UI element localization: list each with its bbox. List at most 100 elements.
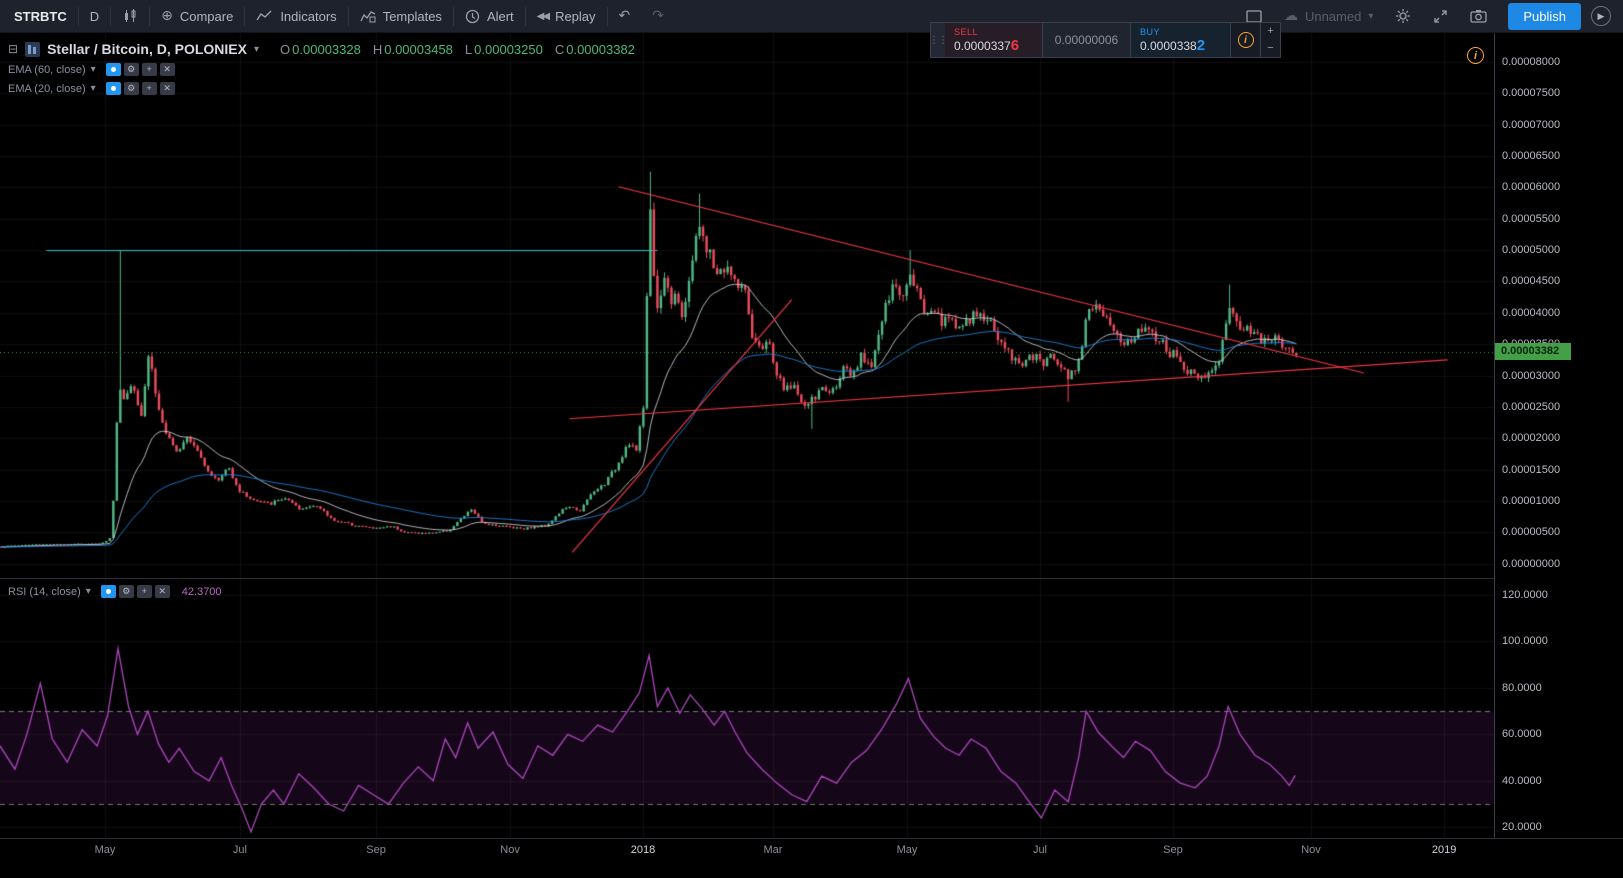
high-value: 0.00003458	[384, 41, 453, 57]
buy-price: 0.0000338	[1140, 38, 1197, 53]
price-axis-label: 0.00005000	[1502, 244, 1561, 257]
replay-icon: ◀◀	[536, 10, 550, 22]
buy-label: BUY	[1140, 26, 1161, 37]
settings-icon[interactable]: ⚙	[123, 82, 139, 95]
price-axis-label: 0.00007000	[1502, 118, 1561, 131]
undo-icon: ↶	[618, 8, 631, 24]
chart-legend: ⊟ Stellar / Bitcoin, D, POLONIEX ▾ O 0.00…	[8, 41, 635, 95]
ema60-label[interactable]: EMA (60, close)	[8, 63, 86, 76]
templates-label: Templates	[382, 8, 442, 24]
eye-icon[interactable]	[105, 82, 121, 95]
save-layout-button[interactable]: ☁ Unnamed ▾	[1273, 0, 1384, 33]
toolbar-separator	[149, 6, 151, 26]
chart-style-button[interactable]	[111, 0, 149, 33]
chevron-down-icon[interactable]: ▾	[254, 43, 260, 55]
fullscreen-icon	[1434, 9, 1448, 23]
sell-label: SELL	[954, 26, 979, 37]
drag-handle-icon[interactable]: ⋮⋮	[929, 23, 948, 57]
rsi-legend: RSI (14, close) ▾ ⚙ + ✕ 42.3700	[8, 585, 222, 598]
price-axis-label: 0.00000500	[1502, 526, 1561, 539]
time-axis-label: Sep	[366, 844, 386, 856]
chevron-down-icon[interactable]: ▾	[90, 83, 96, 94]
eye-icon[interactable]	[100, 585, 116, 598]
settings-icon[interactable]: ⚙	[123, 63, 139, 76]
order-info-button[interactable]: i	[1231, 23, 1261, 57]
add-icon[interactable]: +	[141, 82, 157, 95]
chevron-down-icon[interactable]: ▾	[85, 586, 91, 597]
time-axis-label: 2019	[1431, 844, 1457, 856]
time-axis-label: Nov	[1301, 844, 1321, 856]
time-axis-label: May	[94, 844, 116, 856]
price-axis-label: 0.00001000	[1502, 494, 1561, 507]
alert-label: Alert	[486, 8, 514, 24]
time-axis-label: Mar	[763, 844, 783, 856]
pane-separator[interactable]	[0, 578, 1623, 579]
rsi-axis-label: 100.0000	[1502, 635, 1548, 648]
time-axis[interactable]: May Jul Sep Nov 2018 Mar May Jul Sep Nov 2019	[0, 838, 1623, 878]
close-icon[interactable]: ✕	[159, 63, 175, 76]
settings-icon[interactable]: ⚙	[118, 585, 134, 598]
toolbar-separator	[244, 6, 246, 26]
publish-button[interactable]: Publish	[1508, 2, 1581, 30]
rsi-controls: ⚙ + ✕	[100, 585, 170, 598]
fullscreen-button[interactable]	[1422, 0, 1459, 33]
price-axis-label: 0.00006000	[1502, 181, 1561, 194]
layout-select-button[interactable]	[1235, 0, 1273, 33]
close-icon[interactable]: ✕	[154, 585, 170, 598]
rsi-legend-row: RSI (14, close) ▾ ⚙ + ✕ 42.3700	[8, 585, 222, 598]
rsi-chart-canvas[interactable]	[0, 579, 1494, 838]
close-value: 0.00003382	[566, 41, 635, 57]
sell-price: 0.0000337	[954, 38, 1011, 53]
order-panel-controls: + −	[1261, 23, 1280, 57]
gear-icon	[1396, 9, 1411, 23]
rsi-axis-label: 20.0000	[1502, 821, 1542, 834]
interval-button[interactable]: D	[79, 0, 110, 33]
price-axis-label: 0.00006500	[1502, 150, 1561, 163]
toolbar-separator	[524, 6, 526, 26]
ema20-label[interactable]: EMA (20, close)	[8, 82, 86, 95]
close-icon[interactable]: ✕	[159, 82, 175, 95]
compare-button[interactable]: ⊕ Compare	[150, 0, 244, 33]
replay-button[interactable]: ◀◀ Replay	[526, 0, 607, 33]
alert-button[interactable]: Alert	[454, 0, 525, 33]
toolbar-right: ☁ Unnamed ▾	[1235, 0, 1623, 33]
templates-button[interactable]: Templates	[349, 0, 453, 33]
price-axis[interactable]: 0.00008000 0.00007500 0.00007000 0.00006500…	[1494, 33, 1623, 838]
rsi-axis-label: 120.0000	[1502, 589, 1548, 601]
buy-button[interactable]: BUY 0.00003382	[1131, 23, 1231, 57]
toolbar-separator	[347, 6, 349, 26]
ema60-controls: ⚙ + ✕	[105, 63, 175, 76]
open-value: 0.00003328	[292, 41, 361, 57]
chart-properties-button[interactable]	[1384, 0, 1422, 33]
low-label: L	[464, 41, 473, 57]
price-chart-canvas[interactable]	[0, 33, 1494, 578]
symbol-legend-row[interactable]: ⊟ Stellar / Bitcoin, D, POLONIEX ▾ O 0.00…	[8, 41, 635, 57]
add-icon[interactable]: +	[136, 585, 152, 598]
rsi-pane: RSI (14, close) ▾ ⚙ + ✕ 42.3700	[0, 579, 1494, 838]
price-axis-label: 0.00004000	[1502, 306, 1561, 319]
undo-button[interactable]: ↶	[608, 0, 642, 33]
expand-order-panel-button[interactable]: +	[1261, 23, 1280, 40]
screenshot-button[interactable]	[1459, 0, 1498, 33]
indicators-button[interactable]: Indicators	[245, 0, 347, 33]
redo-icon: ↷	[652, 8, 664, 24]
price-axis-label: 0.00008000	[1502, 56, 1561, 68]
time-axis-label: 2018	[630, 844, 656, 856]
collapse-order-panel-button[interactable]: −	[1261, 40, 1280, 57]
eye-icon[interactable]	[105, 63, 121, 76]
chevron-down-icon[interactable]: ▾	[90, 64, 96, 75]
rsi-value: 42.3700	[181, 585, 222, 598]
sell-button[interactable]: SELL 0.00003376	[945, 23, 1043, 57]
compare-label: Compare	[179, 8, 234, 24]
add-icon[interactable]: +	[141, 63, 157, 76]
symbol-button[interactable]: STRBTC	[0, 0, 78, 33]
chart-title[interactable]: Stellar / Bitcoin, D, POLONIEX	[47, 41, 247, 57]
redo-button[interactable]: ↷	[641, 0, 675, 33]
low-value: 0.00003250	[474, 41, 543, 57]
last-price-tag: 0.00003382	[1495, 343, 1571, 360]
open-label: O	[280, 41, 291, 57]
panel-toggle-icon[interactable]: ▶	[1591, 6, 1611, 26]
legend-collapse-icon[interactable]: ⊟	[8, 42, 19, 56]
rsi-label[interactable]: RSI (14, close)	[8, 585, 81, 598]
data-info-icon[interactable]: i	[1467, 47, 1484, 64]
